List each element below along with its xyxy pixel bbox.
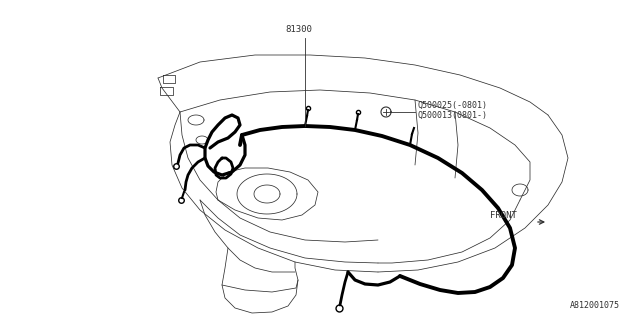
Text: A812001075: A812001075 xyxy=(570,301,620,310)
Text: FRONT: FRONT xyxy=(490,211,517,220)
Text: Q500025(-0801): Q500025(-0801) xyxy=(417,101,487,110)
Text: 81300: 81300 xyxy=(285,25,312,34)
Text: Q500013(0801-): Q500013(0801-) xyxy=(417,111,487,120)
